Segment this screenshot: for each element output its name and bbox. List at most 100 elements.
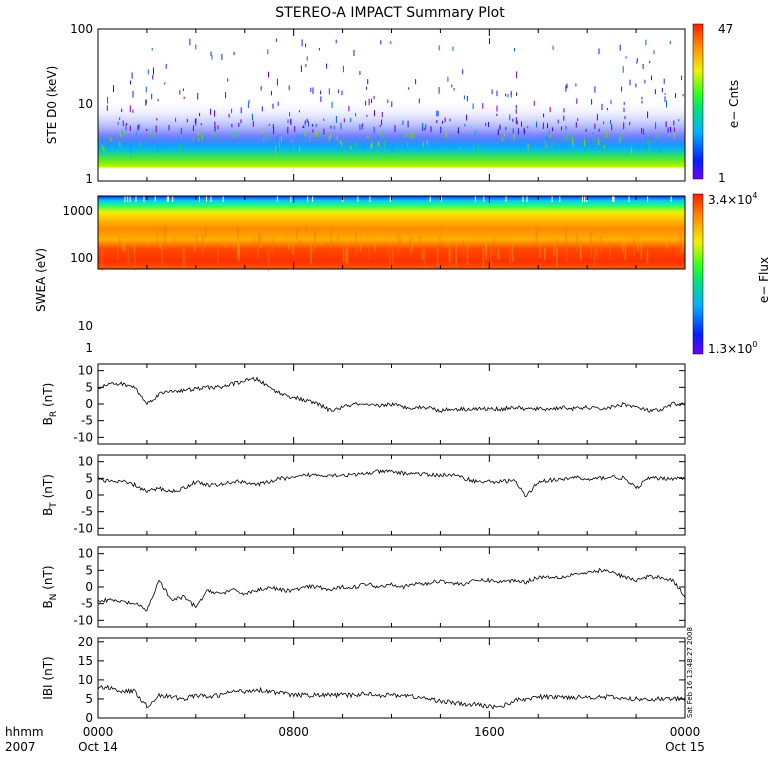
ste-count-speck	[101, 144, 103, 150]
ste-count-speck	[145, 86, 147, 93]
swea-texture-stripe	[462, 240, 465, 255]
bmag-panel: 20 15 10 5 0 IBI (nT)	[41, 635, 686, 725]
ste-count-speck	[261, 130, 263, 134]
swea-texture-stripe	[640, 241, 643, 259]
ste-count-speck	[336, 135, 338, 141]
ste-count-speck	[311, 124, 313, 127]
ste-count-speck	[668, 134, 670, 137]
ste-count-speck	[103, 147, 105, 152]
swea-texture-stripe	[271, 238, 273, 255]
swea-texture-stripe	[599, 236, 602, 253]
ste-count-speck	[546, 135, 547, 141]
ste-count-speck	[585, 128, 587, 132]
ste-spectrogram-fill	[98, 100, 685, 170]
ste-count-speck	[569, 135, 570, 139]
ste-count-speck	[643, 128, 645, 135]
swea-texture-stripe	[386, 248, 389, 257]
ste-count-speck	[682, 94, 684, 97]
ste-count-speck	[192, 125, 194, 132]
swea-data-gap	[307, 196, 309, 202]
ste-count-speck	[527, 126, 529, 129]
ste-count-speck	[510, 92, 512, 96]
ste-count-speck	[373, 95, 375, 100]
swea-texture-stripe	[173, 237, 175, 247]
ste-count-speck	[203, 136, 205, 140]
ste-count-speck	[330, 125, 332, 129]
ste-count-speck	[400, 135, 402, 139]
ste-count-speck	[466, 114, 468, 121]
swea-texture-stripe	[124, 228, 126, 252]
ste-count-speck	[591, 99, 593, 105]
ste-count-speck	[592, 132, 594, 135]
ste-count-speck	[374, 110, 375, 117]
ste-count-speck	[291, 139, 293, 143]
ste-count-speck	[251, 113, 253, 121]
ste-count-speck	[303, 125, 305, 129]
ste-count-speck	[131, 72, 133, 79]
ste-count-speck	[664, 92, 666, 95]
ste-count-speck	[653, 137, 654, 141]
swea-data-gap	[628, 196, 630, 202]
bn-frame	[97, 546, 686, 628]
ste-count-speck	[637, 144, 639, 151]
ste-count-speck	[123, 141, 124, 146]
ste-count-speck	[629, 79, 631, 86]
ste-count-speck	[156, 145, 158, 153]
swea-ytick-1000: 1000	[62, 204, 93, 218]
ste-count-speck	[552, 45, 554, 50]
swea-data-gap	[584, 196, 586, 202]
ste-count-speck	[306, 118, 308, 123]
ste-count-speck	[548, 130, 550, 136]
ste-count-speck	[436, 120, 438, 124]
bmag-ytick-label: 15	[78, 654, 93, 668]
swea-texture-stripe	[310, 241, 312, 265]
swea-texture-stripe	[509, 244, 511, 265]
ste-count-speck	[302, 125, 304, 128]
bt-ytick-label: -5	[81, 505, 93, 519]
ste-count-speck	[649, 60, 651, 64]
ste-count-speck	[406, 133, 408, 137]
ste-count-speck	[621, 134, 623, 140]
ste-count-speck	[229, 140, 231, 143]
swea-texture-stripe	[101, 249, 103, 271]
ste-count-speck	[594, 138, 596, 142]
swea-texture-stripe	[633, 236, 635, 256]
ste-count-speck	[438, 45, 440, 51]
ste-count-speck	[549, 133, 551, 137]
ste-count-speck	[335, 116, 337, 123]
ste-count-speck	[565, 125, 567, 130]
ste-count-speck	[350, 145, 352, 150]
ste-count-speck	[583, 139, 585, 147]
swea-data-gap	[369, 196, 371, 202]
swea-texture-stripe	[194, 228, 196, 252]
swea-texture-stripe	[322, 228, 324, 242]
ste-count-speck	[667, 127, 669, 133]
ste-count-speck	[119, 141, 121, 147]
ste-count-speck	[665, 121, 667, 128]
ste-count-speck	[179, 90, 181, 95]
ste-count-speck	[183, 96, 185, 99]
ste-count-speck	[381, 112, 383, 118]
ste-count-speck	[516, 92, 517, 96]
ste-count-speck	[252, 120, 254, 127]
ste-count-speck	[276, 78, 278, 86]
ste-count-speck	[606, 108, 608, 111]
ste-colorbar-label: e− Cnts	[727, 80, 741, 128]
ste-count-speck	[563, 134, 564, 140]
ste-count-speck	[670, 130, 672, 133]
ste-count-speck	[504, 133, 506, 137]
swea-texture-stripe	[637, 230, 639, 251]
br-ytick-label: -10	[73, 430, 93, 444]
ste-count-speck	[623, 122, 625, 130]
ste-count-speck	[629, 122, 631, 125]
swea-data-gap	[551, 196, 553, 202]
ste-count-speck	[320, 96, 322, 102]
ste-count-speck	[231, 108, 233, 114]
swea-texture-stripe	[419, 235, 421, 248]
ste-count-speck	[390, 41, 392, 44]
ste-count-speck	[507, 93, 509, 98]
bn-panel: 10 5 0 -5 -10 BN (nT)	[41, 546, 686, 628]
ste-ytick-1: 1	[85, 172, 93, 186]
